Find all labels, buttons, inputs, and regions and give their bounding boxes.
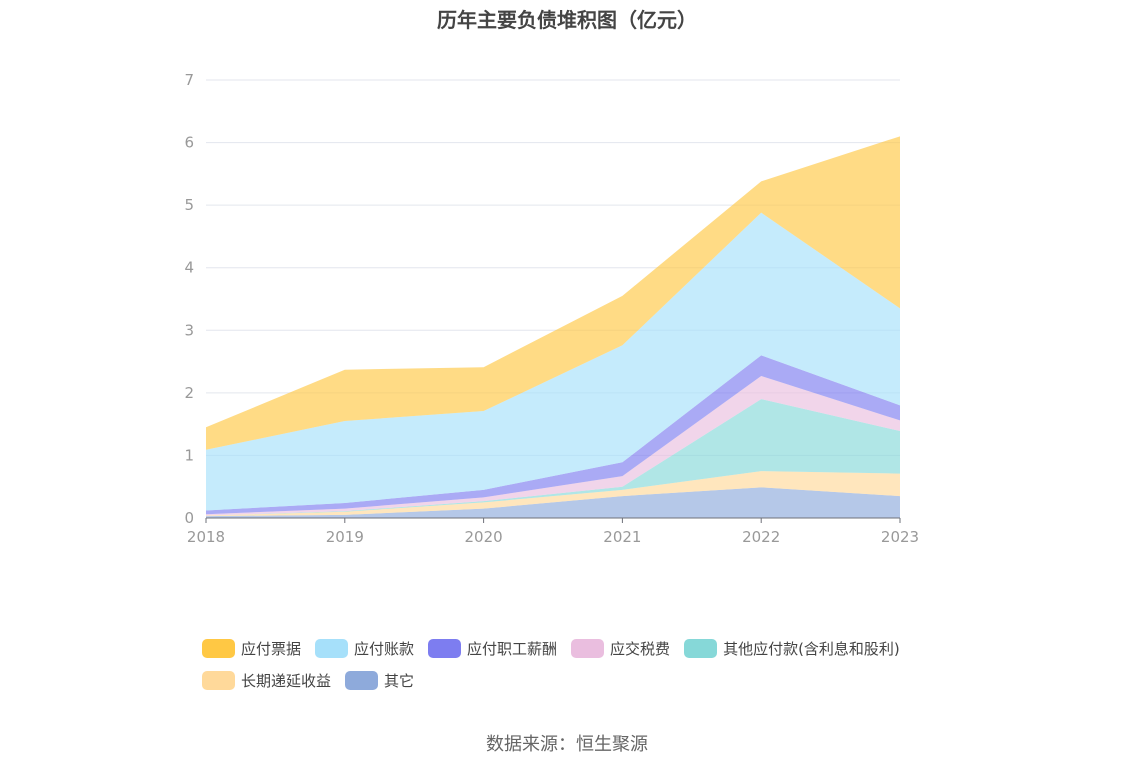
area-series [206, 136, 900, 518]
legend-swatch [684, 638, 718, 658]
legend-swatch [202, 638, 235, 658]
legend-row-1: 应付票据 应付账款 应付职工薪酬 应交税费 其他应付款(含利息和股利) [202, 632, 962, 664]
y-tick-label: 2 [184, 384, 194, 402]
area-series-5[interactable] [206, 212, 900, 511]
area-series-0[interactable] [206, 487, 900, 518]
x-tick-label: 2020 [465, 528, 503, 546]
chart-title: 历年主要负债堆积图（亿元） [437, 8, 697, 32]
data-source: 数据来源：恒生聚源 [486, 734, 648, 755]
x-tick-label: 2021 [603, 528, 641, 546]
legend-row-2: 长期递延收益 其它 [202, 664, 962, 696]
y-tick-label: 7 [184, 71, 194, 89]
legend-item-payroll-payable[interactable]: 应付职工薪酬 [428, 638, 557, 659]
legend-item-others[interactable]: 其它 [345, 670, 414, 691]
legend-swatch [315, 638, 349, 658]
y-tick-label: 0 [184, 509, 194, 527]
legend-item-taxes-payable[interactable]: 应交税费 [571, 638, 670, 659]
legend-swatch [428, 638, 462, 658]
y-tick-label: 1 [184, 446, 194, 464]
legend-label: 应付票据 [241, 639, 302, 658]
area-series-3[interactable] [206, 375, 900, 516]
x-tick-label: 2019 [326, 528, 364, 546]
axes: 0 1 2 3 4 5 6 7 2018 2019 2020 2021 2022 2023 [184, 71, 919, 546]
y-tick-label: 6 [184, 134, 194, 152]
area-series-2[interactable] [206, 399, 900, 516]
legend-swatch [202, 670, 235, 690]
legend: 应付票据 应付账款 应付职工薪酬 应交税费 其他应付款(含利息和股利) 长期递延… [202, 632, 962, 696]
area-series-1[interactable] [206, 471, 900, 517]
y-tick-label: 4 [184, 259, 194, 277]
legend-item-accounts-payable[interactable]: 应付账款 [315, 638, 414, 659]
y-tick-label: 3 [184, 321, 194, 339]
legend-label: 应付账款 [354, 639, 415, 658]
legend-swatch [345, 670, 379, 690]
legend-label: 其他应付款(含利息和股利) [723, 639, 900, 658]
area-series-6[interactable] [206, 136, 900, 450]
x-tick-label: 2022 [742, 528, 780, 546]
legend-swatch [571, 638, 605, 658]
legend-item-deferred-income[interactable]: 长期递延收益 [202, 670, 331, 691]
stacked-area-chart: 0 1 2 3 4 5 6 7 2018 2019 2020 2021 2022 2023 [184, 71, 919, 546]
legend-label: 应付职工薪酬 [467, 639, 558, 658]
legend-label: 长期递延收益 [241, 671, 332, 690]
y-tick-label: 5 [184, 196, 194, 214]
x-tick-label: 2023 [881, 528, 919, 546]
x-tick-label: 2018 [187, 528, 225, 546]
legend-label: 其它 [384, 671, 415, 690]
legend-item-notes-payable[interactable]: 应付票据 [202, 638, 301, 659]
area-series-4[interactable] [206, 355, 900, 515]
legend-item-other-payables[interactable]: 其他应付款(含利息和股利) [684, 638, 900, 659]
legend-label: 应交税费 [610, 639, 671, 658]
